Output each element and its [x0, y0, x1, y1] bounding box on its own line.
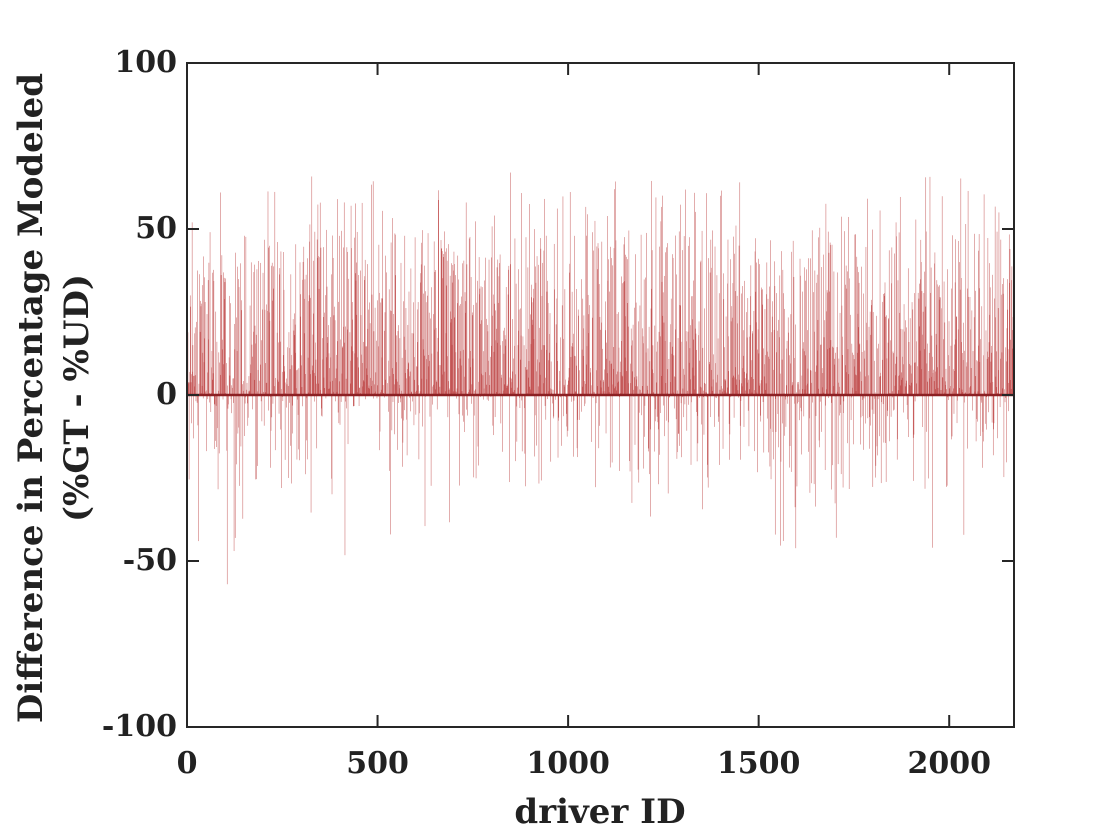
y-axis-label-line-1: Difference in Percentage Modeled [11, 72, 51, 724]
difference-bars [187, 172, 1014, 585]
y-tick-label--100: -100 [101, 709, 177, 744]
x-tick-label-500: 500 [346, 746, 409, 781]
x-tick-label-1000: 1000 [526, 746, 610, 781]
axis-tick-marks [186, 62, 1014, 728]
y-axis-label: Difference in Percentage Modeled (%GT - … [6, 0, 102, 808]
x-tick-label-1500: 1500 [716, 746, 801, 781]
x-tick-label-2000: 2000 [907, 746, 991, 781]
y-tick-label--50: -50 [122, 543, 177, 578]
x-tick-label-0: 0 [176, 746, 198, 781]
y-tick-label-100: 100 [114, 45, 177, 80]
y-tick-label-50: 50 [135, 211, 177, 246]
x-axis-label: driver ID [514, 792, 686, 832]
y-axis-label-line-2: (%GT - %UD) [57, 273, 97, 523]
y-tick-label-0: 0 [156, 377, 177, 412]
